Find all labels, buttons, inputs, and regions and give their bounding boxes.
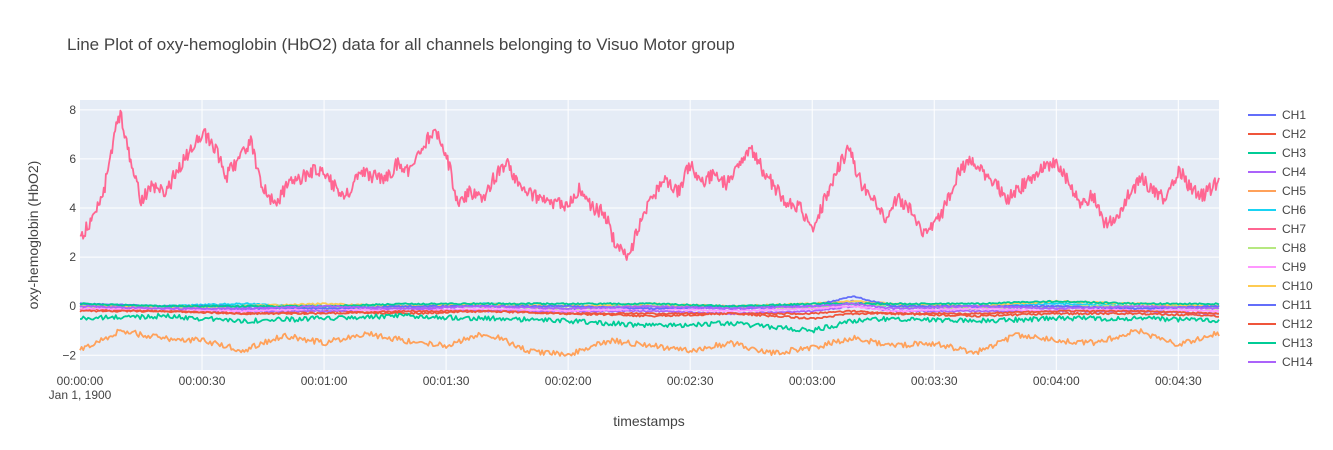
legend-label-ch5[interactable]: CH5 — [1282, 184, 1306, 198]
series-line-ch5[interactable] — [79, 328, 1220, 357]
legend-label-ch7[interactable]: CH7 — [1282, 222, 1306, 236]
x-tick-label: 00:00:30 — [179, 374, 226, 388]
series-line-ch12[interactable] — [79, 309, 1220, 316]
x-tick-label: 00:04:00 — [1033, 374, 1080, 388]
x-tick-label: 00:01:00 — [301, 374, 348, 388]
legend: CH1 CH2 CH3 CH4 CH5 CH6 CH7 CH8 CH9 CH10 CH11 CH12 C… — [1248, 108, 1313, 369]
legend-label-ch10[interactable]: CH10 — [1282, 279, 1313, 293]
legend-label-ch3[interactable]: CH3 — [1282, 146, 1306, 160]
x-axis-date-label: Jan 1, 1900 — [49, 388, 112, 402]
y-tick-label: −2 — [62, 348, 76, 362]
legend-label-ch4[interactable]: CH4 — [1282, 165, 1306, 179]
x-tick-label: 00:03:30 — [911, 374, 958, 388]
x-tick-label: 00:00:00 — [57, 374, 104, 388]
y-axis-title: oxy-hemoglobin (HbO2) — [25, 161, 41, 310]
series-line-ch3[interactable] — [80, 312, 1220, 334]
legend-label-ch6[interactable]: CH6 — [1282, 203, 1306, 217]
y-tick-label: 0 — [69, 299, 76, 313]
y-tick-label: 2 — [69, 250, 76, 264]
series-line-ch13[interactable] — [79, 299, 1220, 308]
series-layer — [79, 109, 1220, 357]
legend-label-ch1[interactable]: CH1 — [1282, 108, 1306, 122]
x-tick-label: 00:03:00 — [789, 374, 836, 388]
x-axis-ticks: 00:00:00 00:00:30 00:01:00 00:01:30 00:02:00… — [57, 374, 1202, 388]
x-tick-label: 00:02:00 — [545, 374, 592, 388]
x-tick-label: 00:02:30 — [667, 374, 714, 388]
legend-label-ch11[interactable]: CH11 — [1282, 298, 1312, 312]
y-axis-ticks: −2 0 2 4 6 8 — [62, 103, 76, 362]
legend-label-ch14[interactable]: CH14 — [1282, 355, 1313, 369]
x-axis-title: timestamps — [613, 413, 685, 429]
series-line-ch7[interactable] — [79, 109, 1220, 261]
y-tick-label: 4 — [69, 201, 76, 215]
legend-label-ch9[interactable]: CH9 — [1282, 260, 1306, 274]
legend-label-ch2[interactable]: CH2 — [1282, 127, 1306, 141]
chart-title: Line Plot of oxy-hemoglobin (HbO2) data … — [67, 35, 735, 54]
y-tick-label: 8 — [69, 103, 76, 117]
legend-label-ch8[interactable]: CH8 — [1282, 241, 1306, 255]
legend-label-ch12[interactable]: CH12 — [1282, 317, 1313, 331]
x-tick-label: 00:01:30 — [423, 374, 470, 388]
legend-label-ch13[interactable]: CH13 — [1282, 336, 1313, 350]
x-tick-label: 00:04:30 — [1155, 374, 1202, 388]
y-tick-label: 6 — [69, 152, 76, 166]
series-line-ch14[interactable] — [79, 302, 1220, 311]
